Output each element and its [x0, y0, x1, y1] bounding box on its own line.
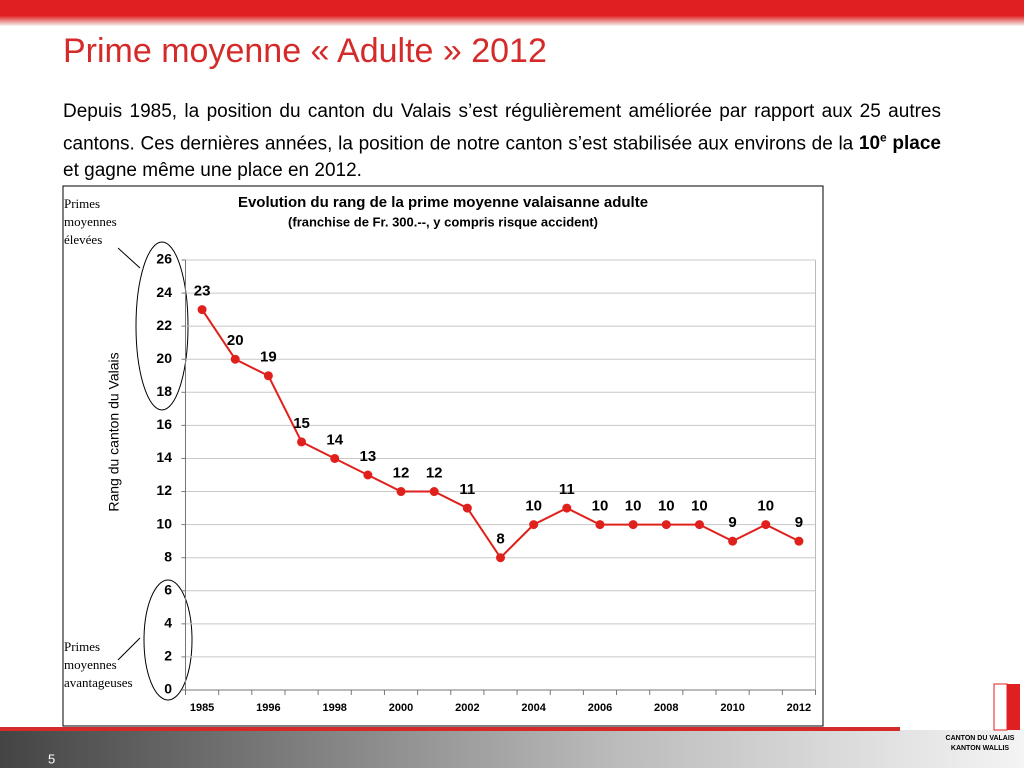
x-tick-label: 2008: [654, 702, 678, 714]
data-label: 10: [757, 498, 774, 515]
point: [462, 503, 472, 513]
point: [595, 520, 605, 530]
data-label: 10: [658, 498, 675, 515]
x-tick-label: 2012: [787, 702, 811, 714]
bottom-bar: [0, 730, 1024, 768]
text: Depuis 1985, la position du canton du Va…: [63, 101, 941, 155]
paragraph: Depuis 1985, la position du canton du Va…: [63, 98, 941, 184]
point: [728, 536, 738, 546]
y-tick-label: 0: [164, 681, 172, 697]
point: [263, 371, 273, 381]
data-label: 20: [227, 332, 244, 349]
text-bold: 10e place: [858, 131, 941, 155]
text: et gagne même une place en 2012.: [63, 160, 362, 182]
x-tick-label: 1996: [256, 702, 280, 714]
point: [197, 305, 207, 315]
data-label: 12: [426, 465, 443, 482]
data-label: 12: [393, 465, 410, 482]
point: [429, 487, 439, 497]
point: [628, 520, 638, 530]
y-tick-label: 20: [156, 350, 172, 366]
y-tick-label: 18: [156, 383, 172, 399]
data-label: 10: [592, 498, 609, 515]
logo-text: KANTON WALLIS: [951, 745, 1010, 752]
data-label: 11: [559, 481, 575, 498]
x-tick-label: 1985: [190, 702, 214, 714]
arrow: [117, 637, 141, 661]
y-tick-label: 16: [156, 416, 172, 432]
chart-frame: [62, 185, 824, 727]
point: [761, 520, 771, 530]
text: place: [886, 133, 941, 155]
x-tick-label: 2010: [720, 702, 744, 714]
y-tick-label: 8: [164, 548, 172, 564]
point: [694, 520, 704, 530]
arrow: [117, 247, 141, 269]
data-label: 19: [260, 349, 277, 366]
logo: [993, 683, 1020, 731]
logo-flag: [993, 683, 1008, 731]
y-tick-label: 12: [156, 482, 172, 498]
data-label: 10: [525, 498, 542, 515]
point: [330, 453, 340, 463]
data-label: 11: [459, 481, 475, 498]
annotation: Primes moyennes élevées: [64, 196, 117, 247]
point: [794, 536, 804, 546]
point: [529, 520, 539, 530]
data-label: 8: [496, 531, 504, 548]
y-tick-label: 14: [156, 449, 172, 465]
data-label: 13: [360, 448, 377, 465]
text: 10: [858, 133, 881, 155]
data-label: 14: [326, 431, 343, 448]
data-label: 10: [625, 498, 642, 515]
data-label: 9: [795, 514, 803, 531]
point: [230, 354, 240, 364]
chart-subtitle: (franchise de Fr. 300.--, y compris risq…: [288, 214, 598, 229]
bottom-line: [0, 727, 900, 731]
slide-title: Prime moyenne « Adulte » 2012: [63, 32, 547, 70]
y-tick-label: 24: [156, 284, 172, 300]
y-axis-label: Rang du canton du Valais: [106, 352, 122, 511]
data-label: 15: [293, 415, 310, 432]
logo-text: CANTON DU VALAIS: [946, 735, 1015, 742]
y-tick-label: 4: [164, 615, 172, 631]
y-tick-label: 22: [156, 317, 172, 333]
y-tick-label: 10: [156, 515, 172, 531]
y-tick-label: 6: [164, 581, 172, 597]
point: [363, 470, 373, 480]
x-tick-label: 2004: [521, 702, 546, 714]
x-tick-label: 2006: [588, 702, 612, 714]
annotation: Primes moyennes avantageuses: [64, 639, 133, 690]
text: e: [880, 131, 887, 145]
point: [297, 437, 307, 447]
x-tick-label: 2002: [455, 702, 479, 714]
top-bar: [0, 0, 1024, 26]
point: [562, 503, 572, 513]
y-tick-label: 26: [156, 251, 172, 267]
point: [496, 553, 505, 563]
data-label: 9: [728, 514, 736, 531]
data-label: 23: [194, 283, 211, 300]
point: [661, 520, 671, 530]
point: [396, 487, 406, 497]
data-label: 10: [691, 498, 708, 515]
chart-title: Evolution du rang de la prime moyenne va…: [238, 194, 648, 211]
x-tick-label: 2000: [389, 702, 413, 714]
y-tick-label: 2: [164, 648, 172, 664]
page-number: 5: [48, 751, 55, 766]
highlight-ellipse: [143, 579, 193, 701]
x-tick-label: 1998: [322, 702, 346, 714]
